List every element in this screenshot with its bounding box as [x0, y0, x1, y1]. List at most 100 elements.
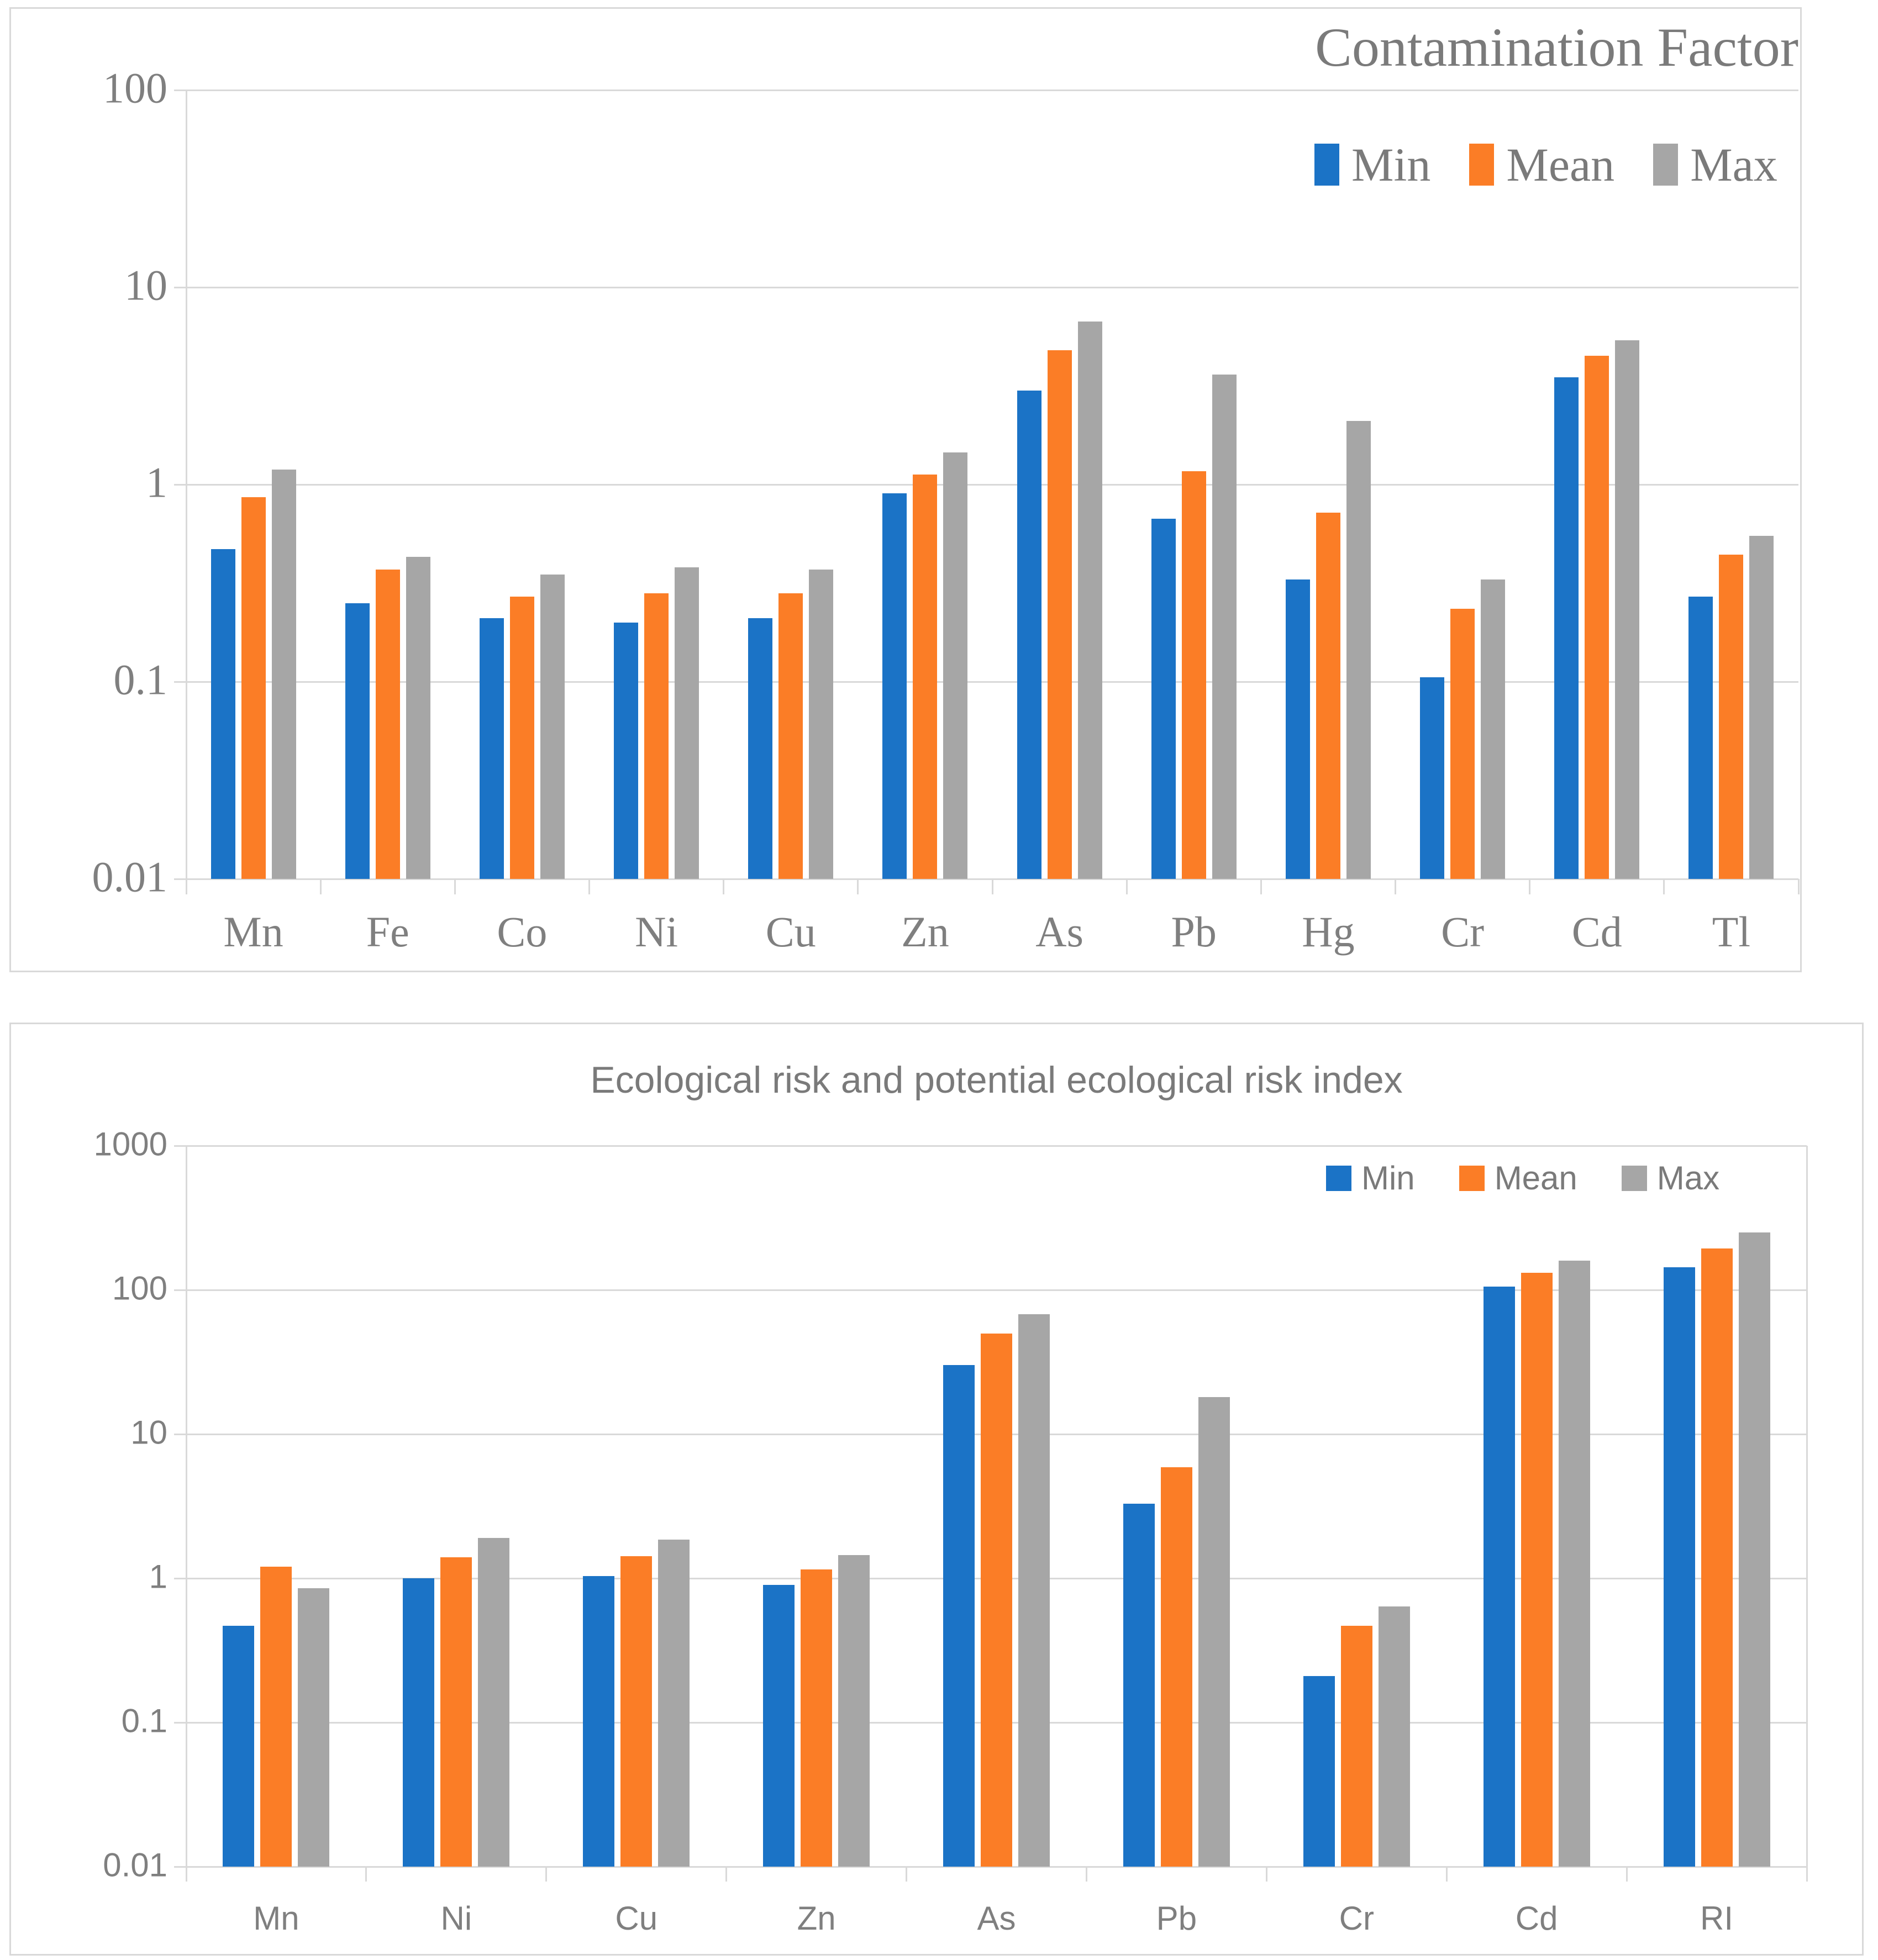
min-bar-Cd	[1554, 377, 1579, 879]
x-axis-tick	[723, 879, 725, 894]
mean-bar-Mn	[241, 497, 266, 879]
legend-ecological-risk: Min Mean Max	[1326, 1159, 1719, 1197]
max-bar-As	[1077, 322, 1102, 879]
x-axis-category-label: Cr	[1339, 1900, 1374, 1937]
y-axis-tick	[174, 1145, 186, 1147]
gridline	[186, 1145, 1807, 1147]
mean-bar-Pb	[1160, 1467, 1192, 1867]
legend-label-max: Max	[1656, 1160, 1720, 1197]
x-axis-tick	[1395, 879, 1396, 894]
x-axis-tick	[1663, 879, 1665, 894]
x-axis-category-label: Cr	[1441, 908, 1485, 956]
legend-item-max: Max	[1653, 137, 1777, 192]
x-axis-category-label: Ni	[635, 908, 678, 956]
min-bar-Cr	[1303, 1676, 1335, 1867]
y-axis-tick	[174, 878, 186, 880]
mean-series-swatch	[1459, 1165, 1485, 1191]
y-axis-tick-label: 100	[112, 1269, 167, 1307]
mean-bar-Cr	[1450, 608, 1475, 879]
max-bar-Zn	[838, 1555, 870, 1867]
gridline	[186, 89, 1798, 91]
max-bar-Co	[540, 574, 565, 879]
y-axis-tick-label: 1	[146, 458, 167, 507]
gridline	[186, 483, 1798, 486]
min-series-swatch	[1326, 1165, 1351, 1191]
min-bar-Cd	[1483, 1287, 1515, 1867]
mean-bar-Zn	[913, 475, 938, 879]
x-axis-category-label: Co	[497, 908, 548, 956]
x-axis-tick	[545, 1867, 548, 1882]
y-axis-tick	[174, 1433, 186, 1435]
y-axis-tick-label: 10	[124, 261, 167, 309]
min-bar-Hg	[1285, 579, 1310, 879]
max-bar-Cd	[1558, 1260, 1590, 1867]
legend-item-min: Min	[1326, 1159, 1415, 1197]
x-axis-category-label: Zn	[797, 1900, 836, 1937]
x-axis-tick	[1125, 879, 1128, 894]
y-axis-tick	[174, 89, 186, 91]
max-bar-Fe	[406, 556, 430, 879]
min-bar-Pb	[1151, 519, 1176, 879]
max-bar-Cr	[1481, 579, 1506, 879]
x-axis-tick	[1626, 1867, 1628, 1882]
x-axis-category-label: RI	[1700, 1900, 1734, 1937]
y-axis-tick-label: 10	[130, 1414, 167, 1451]
min-bar-Zn	[763, 1584, 795, 1867]
x-axis-category-label: Cd	[1515, 1900, 1558, 1937]
min-bar-Zn	[882, 493, 907, 879]
x-axis-tick	[185, 1867, 187, 1882]
min-bar-Cu	[748, 618, 773, 879]
y-axis-tick-label: 100	[103, 64, 167, 112]
x-axis-category-label: As	[1035, 908, 1083, 956]
max-bar-Tl	[1749, 535, 1774, 879]
min-bar-Mn	[211, 549, 235, 879]
x-axis-category-label: Cu	[765, 908, 816, 956]
x-axis-category-label: Ni	[440, 1900, 472, 1937]
x-axis-category-label: Tl	[1712, 908, 1751, 956]
y-axis-tick-label: 0.1	[113, 655, 168, 704]
gridline	[186, 286, 1798, 288]
y-axis-tick	[174, 286, 186, 288]
y-axis-tick	[174, 1289, 186, 1291]
legend-label-min: Min	[1351, 138, 1431, 191]
legend-label-mean: Mean	[1494, 1160, 1577, 1197]
mean-bar-Tl	[1719, 555, 1744, 879]
y-axis-tick	[174, 483, 186, 486]
gridline	[186, 1866, 1807, 1868]
legend-label-max: Max	[1690, 138, 1777, 191]
legend-contamination-factor: Min Mean Max	[1314, 137, 1777, 192]
y-axis-tick	[174, 1577, 186, 1579]
mean-bar-Cr	[1340, 1625, 1372, 1867]
max-series-swatch	[1621, 1165, 1647, 1191]
x-axis-category-label: Pb	[1156, 1900, 1197, 1937]
max-bar-Cd	[1615, 340, 1640, 879]
legend-item-mean: Mean	[1459, 1159, 1577, 1197]
mean-bar-Cd	[1585, 355, 1609, 879]
x-axis-tick	[1265, 1867, 1267, 1882]
x-axis-tick	[185, 879, 187, 894]
legend-item-min: Min	[1314, 137, 1430, 192]
min-bar-RI	[1663, 1267, 1695, 1867]
x-axis-tick	[454, 879, 456, 894]
chart-title-contamination-factor: Contamination Factor	[1315, 17, 1798, 78]
x-axis-tick	[725, 1867, 728, 1882]
mean-bar-Fe	[375, 570, 400, 879]
min-bar-Tl	[1688, 597, 1713, 879]
max-bar-Zn	[943, 452, 968, 879]
x-axis-tick	[906, 1867, 908, 1882]
plot-right-border	[1806, 1146, 1808, 1867]
y-axis-tick-label: 0.1	[121, 1702, 167, 1740]
y-axis-line	[185, 90, 187, 894]
gridline	[186, 1289, 1807, 1291]
min-bar-Cu	[583, 1576, 615, 1867]
x-axis-tick	[1529, 879, 1531, 894]
mean-bar-Cd	[1521, 1272, 1553, 1867]
min-series-swatch	[1314, 144, 1339, 186]
min-bar-Ni	[403, 1578, 435, 1867]
x-axis-tick	[588, 879, 590, 894]
x-axis-category-label: Mn	[223, 908, 283, 956]
x-axis-category-label: Mn	[253, 1900, 299, 1937]
x-axis-tick	[1806, 1867, 1808, 1882]
